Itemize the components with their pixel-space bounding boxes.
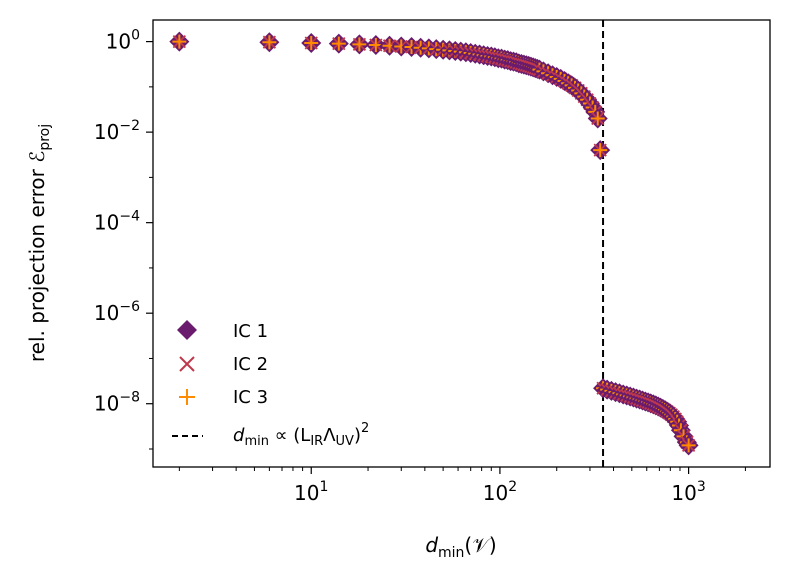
legend-entry-scaling-line: dmin ∝ (LIRΛUV)2 bbox=[172, 421, 369, 449]
point-ic3-plus bbox=[590, 111, 605, 126]
y-tick-label: 10−2 bbox=[94, 118, 140, 144]
axes-frame bbox=[152, 19, 771, 468]
point-ic3-plus bbox=[681, 438, 696, 453]
y-tick-label: 10−6 bbox=[94, 299, 140, 325]
axis-ticks: 101 102 103 100 10−2 10−4 10−6 10−8 bbox=[94, 28, 746, 505]
data-point bbox=[259, 32, 280, 53]
x-tick-label: 101 bbox=[294, 479, 328, 505]
point-ic3-plus bbox=[593, 143, 608, 158]
y-tick-label: 10−8 bbox=[94, 390, 140, 416]
legend-label-ic3: IC 3 bbox=[233, 387, 268, 408]
plot-area bbox=[169, 20, 699, 467]
y-tick-label: 10−4 bbox=[94, 209, 140, 235]
data-point bbox=[349, 34, 370, 55]
legend-label-ic2: IC 2 bbox=[233, 354, 268, 375]
point-ic3-plus bbox=[172, 34, 187, 49]
y-axis-label: rel. projection error ℰproj bbox=[25, 124, 53, 362]
legend-label-scaling: dmin ∝ (LIRΛUV)2 bbox=[233, 421, 369, 449]
point-ic3-plus bbox=[262, 35, 277, 50]
data-point bbox=[590, 140, 611, 161]
data-point bbox=[328, 33, 349, 54]
point-ic3-plus bbox=[304, 36, 319, 51]
point-ic3-plus bbox=[331, 36, 346, 51]
legend-entry-ic1: IC 1 bbox=[177, 320, 268, 342]
x-tick-label: 102 bbox=[483, 479, 517, 505]
data-point bbox=[301, 33, 322, 54]
data-point bbox=[587, 108, 608, 129]
data-point bbox=[169, 31, 190, 52]
legend-label-ic1: IC 1 bbox=[233, 321, 268, 342]
x-axis-label: dmin(𝒱) bbox=[425, 533, 496, 561]
legend-marker-x-icon bbox=[179, 356, 195, 372]
data-point bbox=[379, 35, 400, 56]
data-point bbox=[678, 435, 699, 456]
legend-marker-diamond-icon bbox=[177, 320, 197, 340]
legend: IC 1 IC 2 IC 3 dmin ∝ (LIRΛUV)2 bbox=[172, 320, 369, 449]
point-ic3-plus bbox=[352, 37, 367, 52]
x-tick-label: 103 bbox=[671, 479, 705, 505]
y-tick-label: 100 bbox=[106, 28, 140, 54]
legend-entry-ic3: IC 3 bbox=[179, 387, 268, 408]
legend-marker-plus-icon bbox=[179, 389, 195, 405]
legend-entry-ic2: IC 2 bbox=[179, 354, 268, 375]
